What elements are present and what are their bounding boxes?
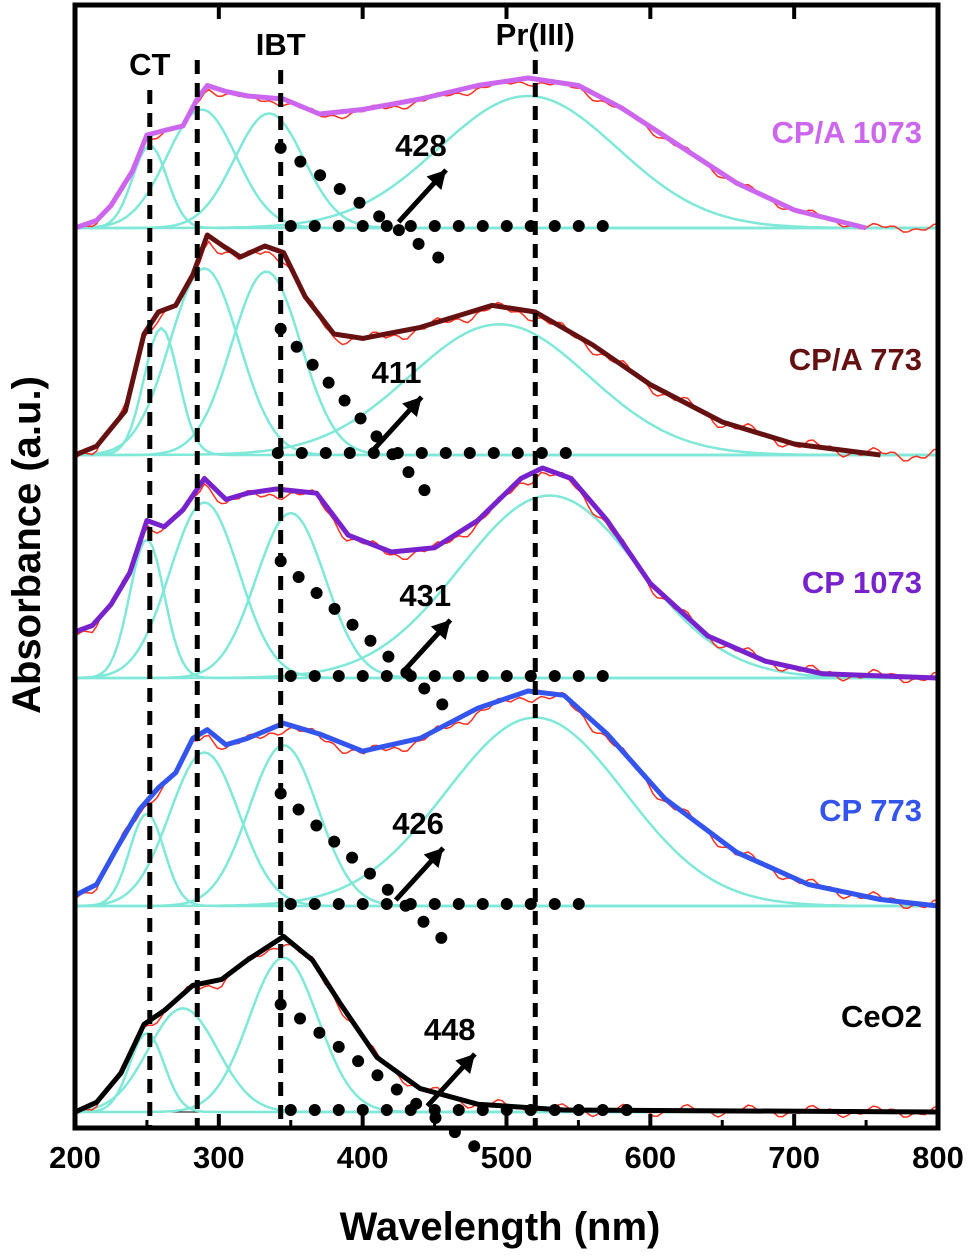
dotted-tangent-line — [274, 555, 464, 724]
fit-component-curve — [75, 716, 938, 908]
panel-2: 431 CP 1073 — [74, 465, 939, 724]
panel-1: 411 CP/A 773 — [74, 232, 939, 501]
fit-component-curve — [74, 1007, 938, 1114]
vertical-markers: CT IBT Pr(III) — [129, 17, 575, 1128]
envelope-curve — [74, 232, 881, 458]
bandgap-value-label: 428 — [395, 128, 447, 163]
fit-component-curve — [75, 323, 938, 457]
fit-component-curve — [75, 812, 938, 908]
x-tick-label: 600 — [624, 1140, 676, 1175]
x-tick-label: 700 — [768, 1140, 820, 1175]
dotted-tangent-line — [274, 998, 489, 1158]
plot-area: 428 CP/A 1073 411 CP/A 773 431 CP 1073 426 CP 7… — [73, 75, 939, 1158]
x-tick-label: 500 — [481, 1140, 533, 1175]
raw-spectrum-curve — [74, 943, 939, 1119]
bandgap-arrow-head — [426, 170, 447, 191]
x-tick-label: 200 — [49, 1140, 101, 1175]
sample-label: CeO2 — [841, 999, 922, 1034]
bandgap-value-label: 411 — [371, 355, 421, 390]
bandgap-value-label: 448 — [424, 1012, 476, 1047]
marker-label: CT — [129, 47, 170, 82]
x-tick-label: 800 — [912, 1140, 964, 1175]
sample-label: CP/A 1073 — [772, 115, 923, 150]
envelope-curve — [73, 934, 939, 1115]
x-axis-title: Wavelength (nm) — [340, 1205, 661, 1249]
x-tick-label: 300 — [193, 1140, 245, 1175]
panel-4: 448 CeO2 — [73, 934, 939, 1158]
marker-label: IBT — [256, 27, 306, 62]
x-tick-label: 400 — [337, 1140, 389, 1175]
marker-label: Pr(III) — [496, 17, 575, 52]
bandgap-arrow-head — [430, 620, 451, 641]
fit-component-curve — [75, 94, 938, 230]
axes-frame: 200 300 400 500 600 700 800 — [49, 2, 964, 1175]
fit-component-curve — [74, 538, 938, 680]
envelope-curve — [74, 75, 867, 231]
fit-component-curve — [75, 494, 938, 680]
bandgap-value-label: 431 — [399, 578, 451, 613]
bandgap-value-label: 426 — [392, 806, 444, 841]
envelope-curve — [74, 465, 939, 681]
bandgap-arrow-head — [455, 1054, 475, 1075]
bandgap-arrow-head — [423, 848, 444, 869]
panel-3: 426 CP 773 — [73, 688, 939, 952]
sample-label: CP 773 — [819, 793, 922, 828]
y-axis-title: Absorbance (a.u.) — [5, 376, 49, 714]
dotted-tangent-line — [274, 787, 457, 952]
sample-label: CP/A 773 — [789, 342, 922, 377]
panel-0: 428 CP/A 1073 — [74, 75, 939, 274]
envelope-curve — [73, 688, 939, 909]
sample-label: CP 1073 — [802, 565, 922, 600]
raw-spectrum-curve — [74, 691, 939, 910]
bandgap-arrow-head — [402, 397, 422, 418]
